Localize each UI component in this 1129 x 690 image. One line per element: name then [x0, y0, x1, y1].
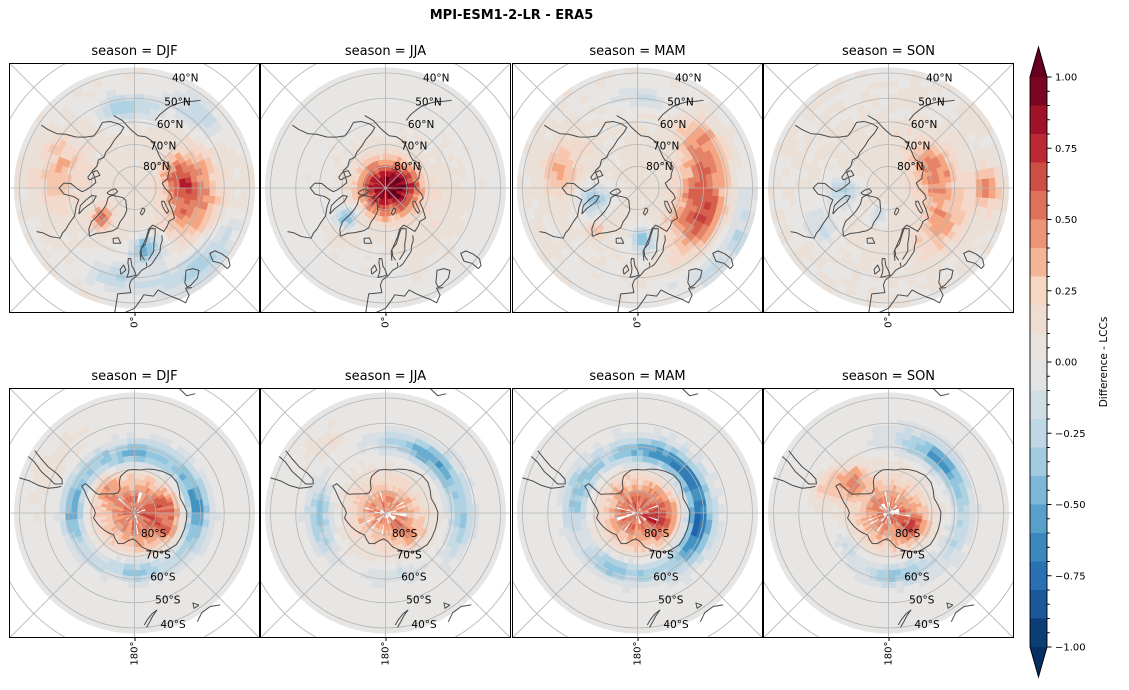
colorbar-tick-label: 0.50: [1055, 215, 1077, 226]
colorbar-tick-label: −1.00: [1055, 643, 1086, 654]
figure-title: MPI-ESM1-2-LR - ERA5: [429, 8, 594, 23]
colorbar-tick-label: −0.75: [1055, 571, 1086, 582]
panel-title: season = JJA: [344, 44, 427, 59]
colorbar-tick-label: −0.25: [1055, 429, 1086, 440]
colorbar-bin: [1030, 77, 1047, 106]
colorbar-bin: [1030, 134, 1047, 163]
colorbar-bin: [1030, 305, 1047, 334]
panel-title: season = SON: [841, 44, 936, 59]
map-canvas-north-jja: [260, 63, 511, 313]
x-tick-label: 180°: [129, 641, 140, 666]
colorbar-tick-label: 0.25: [1055, 286, 1077, 297]
map-canvas-south-djf: [9, 388, 260, 638]
colorbar-bin: [1030, 248, 1047, 277]
map-canvas-north-mam: [512, 63, 763, 313]
x-tick-label: 0°: [129, 316, 140, 328]
map-canvas-north-djf: [9, 63, 260, 313]
colorbar: 1.00 0.75 0.50 0.25 0.00 −0.25 −0.50 −0.75 −1.00…: [1029, 45, 1110, 679]
map-panel-north-son: season = SON 0°: [763, 44, 1014, 328]
colorbar-bin: [1030, 533, 1047, 562]
map-canvas-south-mam: [512, 388, 763, 638]
x-tick-mark: [385, 637, 386, 641]
colorbar-tick-label: 0.00: [1055, 358, 1077, 369]
colorbar-bin: [1030, 419, 1047, 448]
panel-title: season = MAM: [589, 369, 686, 384]
x-tick-label: 180°: [380, 641, 391, 666]
colorbar-bin: [1030, 504, 1047, 534]
x-tick-label: 0°: [883, 316, 894, 328]
map-panel-north-jja: season = JJA 0°: [260, 44, 511, 328]
map-panel-north-mam: season = MAM 0°: [512, 44, 763, 328]
colorbar-bin: [1030, 618, 1047, 648]
colorbar-bin: [1030, 276, 1047, 306]
map-panel-south-son: season = SON 180°: [763, 369, 1014, 666]
colorbar-bin: [1030, 105, 1047, 135]
colorbar-extend-min: [1030, 647, 1047, 677]
map-canvas-north-son: [763, 63, 1014, 313]
panel-title: season = DJF: [91, 44, 178, 59]
map-canvas-south-son: [763, 388, 1014, 638]
panel-title: season = DJF: [91, 369, 178, 384]
panel-title: season = MAM: [589, 44, 686, 59]
x-tick-label: 0°: [380, 316, 391, 328]
colorbar-bin: [1030, 561, 1047, 591]
colorbar-axis-label: Difference - LCCs: [1098, 317, 1110, 408]
colorbar-bin: [1030, 390, 1047, 420]
colorbar-bin: [1030, 447, 1047, 477]
map-panel-north-djf: season = DJF 0°: [9, 44, 260, 328]
colorbar-bin: [1030, 590, 1047, 619]
colorbar-tick-label: 0.75: [1055, 144, 1077, 155]
colorbar-tick-label: 1.00: [1055, 73, 1077, 84]
x-tick-label: 0°: [632, 316, 643, 328]
colorbar-bin: [1030, 476, 1047, 505]
map-panel-south-djf: season = DJF 180°: [9, 369, 260, 666]
x-tick-mark: [637, 312, 638, 316]
panel-title: season = SON: [841, 369, 936, 384]
colorbar-bin: [1030, 191, 1047, 220]
colorbar-tick-label: −0.50: [1055, 500, 1086, 511]
x-tick-label: 180°: [883, 641, 894, 666]
colorbar-bin: [1030, 219, 1047, 249]
x-tick-mark: [637, 637, 638, 641]
colorbar-bin: [1030, 162, 1047, 192]
x-tick-mark: [385, 312, 386, 316]
map-canvas-south-jja: [260, 388, 511, 638]
panel-title: season = JJA: [344, 369, 427, 384]
colorbar-extend-max: [1030, 47, 1047, 77]
x-tick-mark: [134, 312, 135, 316]
x-tick-mark: [134, 637, 135, 641]
map-panel-south-mam: season = MAM 180°: [512, 369, 763, 666]
x-tick-mark: [888, 637, 889, 641]
colorbar-bin: [1030, 362, 1047, 391]
map-panel-south-jja: season = JJA 180°: [260, 369, 511, 666]
x-tick-mark: [888, 312, 889, 316]
colorbar-bin: [1030, 333, 1047, 363]
x-tick-label: 180°: [632, 641, 643, 666]
